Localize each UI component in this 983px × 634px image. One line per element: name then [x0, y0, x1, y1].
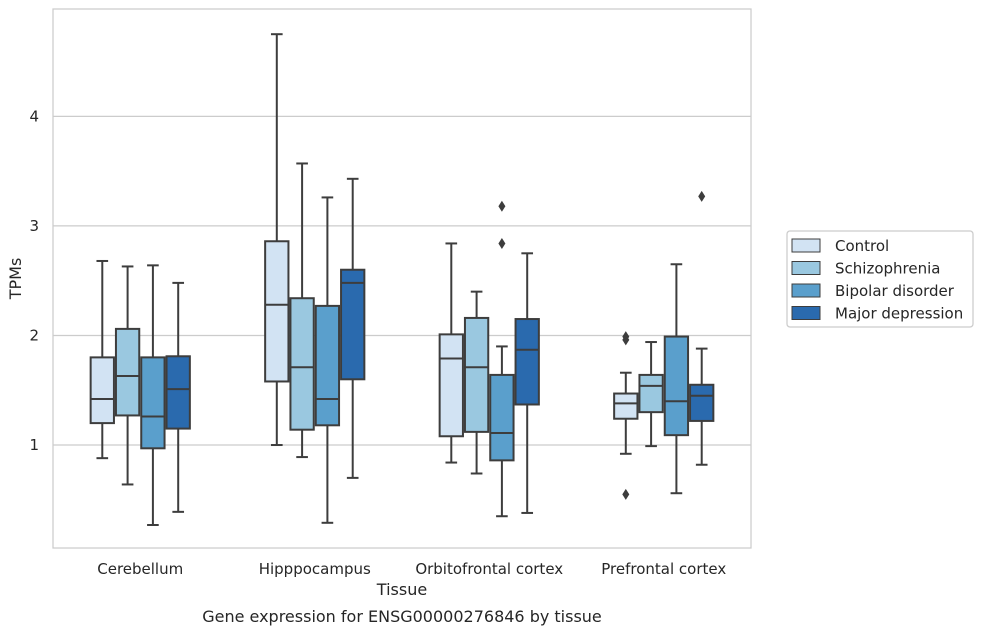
- plot-frame: [52, 8, 752, 549]
- box-schizophrenia: [114, 265, 141, 486]
- box-major-depression: [689, 190, 715, 466]
- legend-swatch: [791, 261, 821, 275]
- outlier-point: [498, 237, 506, 249]
- legend-entry: Schizophrenia: [835, 260, 940, 278]
- box-major-depression: [340, 177, 366, 479]
- box-bipolar-disorder: [663, 263, 690, 495]
- box-body: [638, 373, 664, 414]
- box-body: [140, 356, 166, 450]
- outlier-point: [622, 488, 630, 500]
- box-control: [264, 33, 290, 447]
- box-bipolar-disorder: [314, 196, 341, 524]
- outlier-point: [698, 190, 706, 202]
- y-tick-label: 3: [29, 217, 39, 235]
- box-body: [663, 335, 690, 437]
- box-body: [289, 297, 315, 431]
- box-body: [264, 240, 290, 383]
- box-groups: [89, 33, 715, 526]
- x-tick-label: Hipppocampus: [259, 560, 371, 578]
- y-tick-label: 4: [29, 107, 39, 125]
- y-tick-label: 1: [29, 436, 39, 454]
- legend-entry: Major depression: [835, 305, 963, 323]
- box-control: [613, 331, 639, 500]
- legend-swatch: [791, 306, 821, 320]
- box-control: [438, 242, 464, 464]
- box-body: [463, 316, 490, 433]
- x-axis-ticks: Cerebellum Hipppocampus Orbitofrontal cort…: [97, 560, 726, 578]
- x-tick-label: Prefrontal cortex: [601, 560, 726, 578]
- legend-swatch: [791, 238, 821, 253]
- box-control: [89, 259, 115, 460]
- y-tick-label: 2: [29, 326, 39, 344]
- box-body: [514, 318, 540, 406]
- box-body: [340, 268, 366, 381]
- box-schizophrenia: [463, 290, 490, 475]
- outlier-point: [622, 331, 630, 343]
- legend-frame: [786, 230, 974, 328]
- box-schizophrenia: [289, 162, 315, 459]
- chart-caption: Gene expression for ENSG00000276846 by t…: [202, 607, 602, 626]
- box-body: [314, 304, 341, 427]
- grid-lines: [53, 115, 751, 446]
- x-tick-label: Cerebellum: [97, 560, 183, 578]
- y-axis-label: TPMs: [6, 258, 25, 301]
- box-body: [89, 356, 115, 425]
- legend-entry: Bipolar disorder: [835, 282, 955, 300]
- box-body: [689, 383, 715, 422]
- box-body: [114, 327, 141, 417]
- outlier-point: [498, 200, 506, 212]
- box-major-depression: [514, 252, 540, 514]
- box-body: [489, 373, 515, 462]
- box-body: [438, 333, 464, 438]
- box-body: [613, 392, 639, 420]
- legend-entry: Control: [835, 237, 889, 255]
- box-bipolar-disorder: [489, 200, 515, 518]
- box-body: [165, 355, 191, 430]
- box-major-depression: [165, 281, 191, 513]
- box-schizophrenia: [638, 341, 664, 448]
- x-axis-label: Tissue: [376, 580, 427, 599]
- y-axis-ticks: 1 2 3 4: [29, 107, 39, 454]
- legend-swatch: [791, 283, 821, 298]
- legend: Control Schizophrenia Bipolar disorder Majo…: [786, 230, 974, 328]
- box-bipolar-disorder: [140, 264, 166, 526]
- x-tick-label: Orbitofrontal cortex: [415, 560, 563, 578]
